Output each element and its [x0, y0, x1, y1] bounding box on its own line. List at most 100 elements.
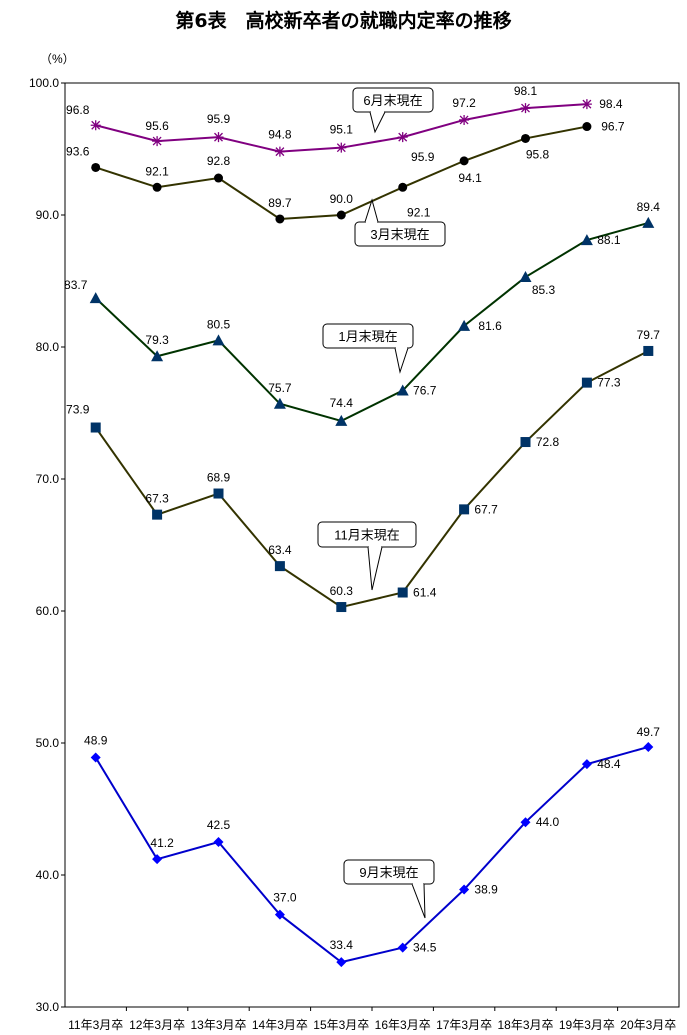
x-tick-label: 18年3月卒: [497, 1018, 553, 1032]
data-point-triangle: [458, 319, 471, 331]
callout-box: [352, 87, 434, 113]
series-2: 93.6 92.1 92.8 89.7 90.0 92.1 94.1 95.8 96.7: [66, 120, 625, 224]
data-point-triangle: [151, 350, 164, 362]
data-point-diamond: [459, 884, 470, 895]
data-point-star: [520, 103, 531, 114]
data-label: 38.9: [474, 883, 498, 897]
data-point-star: [397, 132, 408, 143]
data-point-diamond: [643, 741, 654, 752]
data-label: 74.4: [330, 396, 354, 410]
x-tick-label: 17年3月卒: [436, 1018, 492, 1032]
data-label: 49.7: [637, 725, 661, 739]
callout-label: 9月末現在: [359, 865, 418, 880]
data-label: 80.5: [207, 317, 231, 331]
data-point-diamond: [520, 817, 531, 828]
data-point-triangle: [519, 271, 532, 283]
data-label: 95.6: [145, 119, 169, 133]
data-point-diamond: [274, 909, 285, 920]
data-label: 76.7: [413, 384, 437, 398]
y-tick-label: 70.0: [36, 472, 60, 486]
callout-pointer: [394, 347, 409, 374]
data-point-triangle: [642, 216, 655, 228]
data-label: 73.9: [66, 403, 90, 417]
data-point-circle: [398, 182, 408, 192]
data-label: 85.3: [532, 283, 556, 297]
data-label: 44.0: [536, 815, 560, 829]
callout-box: [322, 323, 414, 349]
data-point-square: [336, 602, 347, 613]
data-label: 96.7: [601, 120, 625, 134]
data-label: 96.8: [66, 103, 90, 117]
data-point-circle: [275, 214, 285, 224]
y-tick-label: 100.0: [29, 76, 59, 90]
data-label: 67.7: [474, 502, 498, 516]
data-point-star: [459, 114, 470, 125]
data-label: 79.7: [637, 328, 661, 342]
callout-label: 6月末現在: [363, 93, 422, 108]
data-point-diamond: [213, 837, 224, 847]
data-point-square: [152, 509, 163, 520]
data-label: 93.6: [66, 144, 90, 158]
x-tick-label: 15年3月卒: [313, 1018, 369, 1032]
series-line: [94, 350, 649, 609]
data-point-triangle: [396, 384, 409, 396]
data-label: 63.4: [268, 543, 292, 557]
data-label: 41.2: [150, 836, 174, 850]
data-label: 95.8: [526, 147, 550, 161]
data-point-square: [397, 587, 408, 598]
data-point-star: [274, 146, 285, 157]
x-tick-label: 14年3月卒: [252, 1018, 308, 1032]
callout-pointer: [411, 883, 426, 919]
y-axis-unit: （%）: [40, 52, 75, 66]
y-tick-label: 90.0: [36, 208, 60, 222]
data-point-diamond: [336, 957, 347, 968]
x-tick-label: 16年3月卒: [375, 1018, 431, 1032]
data-label: 72.8: [536, 435, 560, 449]
data-point-diamond: [90, 752, 101, 763]
data-label: 79.3: [145, 333, 169, 347]
data-point-circle: [459, 156, 469, 166]
data-point-star: [213, 132, 224, 143]
y-tick-label: 40.0: [36, 868, 60, 882]
data-label: 89.4: [637, 200, 661, 214]
callout-pointer: [369, 111, 386, 134]
callout-1: 6月末現在: [352, 87, 434, 134]
data-label: 33.4: [330, 938, 354, 952]
data-label: 94.1: [458, 171, 482, 185]
data-label: 89.7: [268, 196, 292, 210]
data-label: 95.1: [330, 123, 354, 137]
series-line: [95, 221, 649, 422]
x-tick-label: 19年3月卒: [559, 1018, 615, 1032]
series-3: 83.7 79.3 80.5 75.7 74.4 76.7 81.6 85.3 88.1 89.4: [64, 200, 660, 426]
data-point-triangle: [580, 234, 593, 246]
callout-label: 1月末現在: [338, 329, 397, 344]
data-label: 75.7: [268, 381, 292, 395]
series-5: 48.9 41.2 42.5 37.0 33.4 34.5 38.9 44.0 48.4 49.7: [84, 725, 661, 968]
data-point-diamond: [152, 854, 163, 865]
data-point-star: [90, 120, 101, 131]
callout-box: [343, 859, 435, 885]
data-label: 68.9: [207, 471, 231, 485]
data-point-square: [520, 437, 531, 448]
callout-5: 9月末現在: [343, 859, 435, 919]
data-point-triangle: [212, 334, 225, 346]
x-tick-label: 11年3月卒: [68, 1018, 123, 1032]
series-1: 96.8 95.6 95.9 94.8 95.1 95.9 97.2 98.1 98.4: [66, 84, 623, 164]
data-label: 83.7: [64, 278, 88, 292]
data-point-triangle: [335, 414, 348, 426]
data-label: 92.1: [407, 205, 431, 219]
x-tick-label: 13年3月卒: [190, 1018, 246, 1032]
x-tick-label: 20年3月卒: [620, 1018, 676, 1032]
y-tick-label: 60.0: [36, 604, 60, 618]
data-point-circle: [152, 182, 162, 192]
data-label: 61.4: [413, 586, 437, 600]
data-label: 42.5: [207, 818, 231, 832]
callout-pointer: [364, 198, 379, 223]
data-point-circle: [582, 122, 592, 132]
data-label: 95.9: [207, 112, 231, 126]
data-point-star: [581, 99, 592, 110]
data-point-triangle: [89, 292, 102, 304]
data-point-square: [213, 488, 224, 499]
data-point-square: [643, 345, 654, 356]
